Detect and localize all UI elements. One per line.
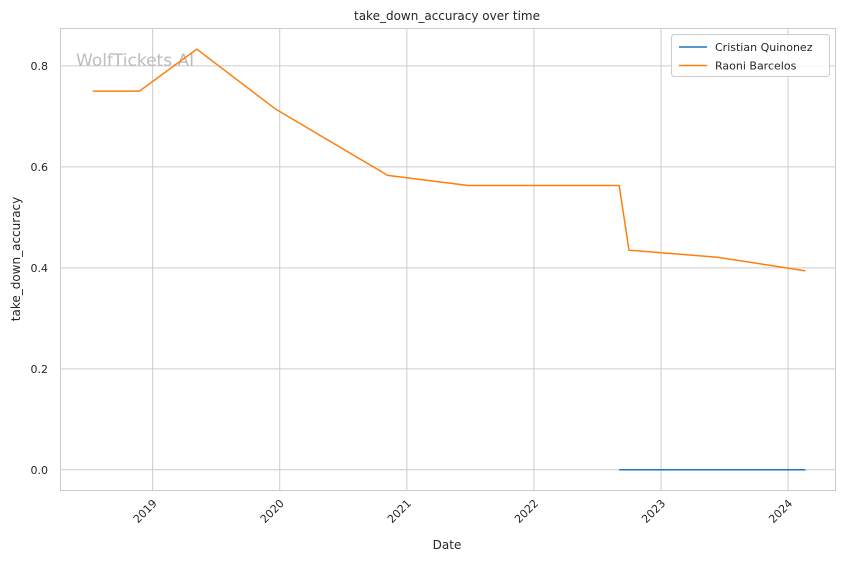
plot-frame (60, 28, 836, 491)
y-axis-label: take_down_accuracy (9, 197, 23, 321)
y-tick-label: 0.6 (31, 161, 49, 174)
series-lines (92, 48, 806, 471)
x-tick-label: 2020 (258, 497, 287, 526)
y-tick-label: 0.0 (31, 464, 49, 477)
legend-box (671, 34, 830, 77)
watermark: WolfTickets.AI (76, 51, 194, 71)
y-tick-label: 0.8 (31, 60, 49, 73)
x-tick-label: 2021 (385, 497, 414, 526)
y-tick-label: 0.2 (31, 363, 49, 376)
legend: Cristian Quinonez Raoni Barcelos (671, 34, 830, 77)
x-axis-label: Date (433, 538, 462, 552)
y-tick-label: 0.4 (31, 262, 49, 275)
legend-label: Raoni Barcelos (715, 60, 797, 73)
x-tick-label: 2019 (131, 497, 160, 526)
legend-label: Cristian Quinonez (715, 41, 813, 54)
series-line-raoni-barcelos (92, 48, 806, 272)
x-tick-label: 2024 (766, 497, 795, 526)
grid (60, 28, 835, 490)
x-tick-label: 2022 (512, 497, 541, 526)
chart-title: take_down_accuracy over time (354, 9, 540, 23)
ticks: 2019 2020 2021 2022 2023 2024 0.0 0.2 0.4 0.6 0.8 (31, 60, 796, 526)
x-tick-label: 2023 (639, 497, 668, 526)
